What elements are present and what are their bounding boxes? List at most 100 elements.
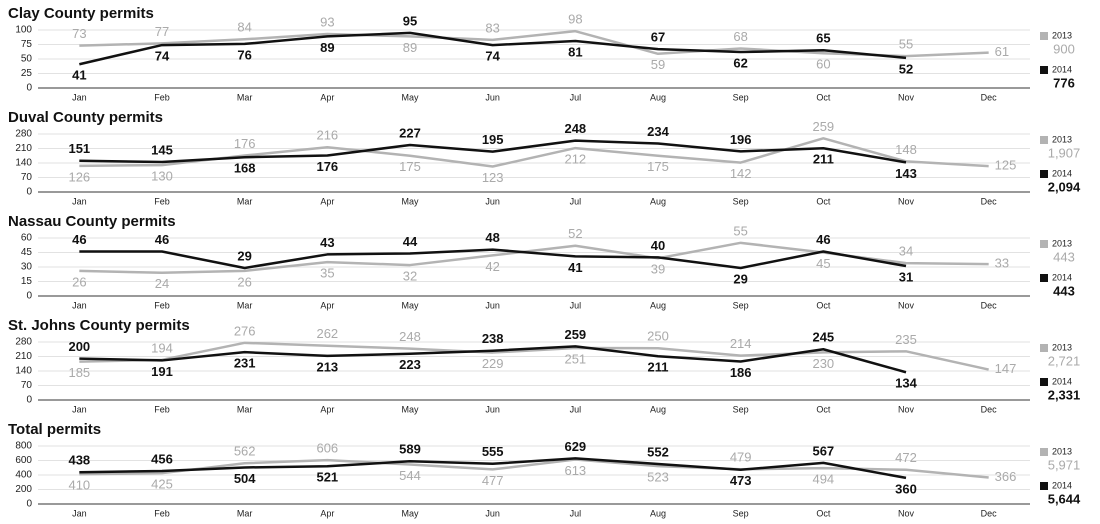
value-label: 200 [68,339,90,354]
value-label: 46 [72,232,86,247]
x-tick-label: Nov [898,196,915,206]
value-label: 84 [237,20,251,35]
x-tick-label: Mar [237,404,253,414]
x-tick-label: Jan [72,300,87,310]
series-line [79,31,907,66]
value-label: 83 [485,20,499,35]
value-label: 191 [151,364,173,379]
value-label: 65 [816,31,830,46]
value-label: 59 [651,57,665,72]
value-label: 89 [320,40,334,55]
legend-label: 2013 [1052,30,1072,40]
value-label: 52 [568,226,582,241]
y-tick-label: 15 [21,276,33,287]
x-tick-label: Jul [570,300,582,310]
x-tick-label: Apr [320,404,334,414]
value-label: 68 [733,29,747,44]
value-label: 196 [730,132,752,147]
value-label: 93 [320,14,334,29]
value-label: 185 [68,365,90,380]
x-tick-label: Nov [898,508,915,518]
x-tick-label: Jun [485,300,500,310]
value-label: 606 [316,441,338,456]
legend-total: 5,644 [1048,491,1081,506]
x-tick-label: Aug [650,404,666,414]
x-tick-label: Jan [72,92,87,102]
x-tick-label: Nov [898,404,915,414]
value-label: 125 [995,158,1017,173]
y-tick-label: 0 [26,83,32,94]
legend-swatch [1040,448,1048,456]
x-tick-label: Feb [154,300,170,310]
value-label: 194 [151,340,173,355]
x-tick-label: Aug [650,508,666,518]
x-tick-label: Jul [570,404,582,414]
value-label: 145 [151,142,173,157]
value-label: 589 [399,442,421,457]
x-tick-label: Dec [981,92,998,102]
x-tick-label: Oct [816,508,831,518]
value-label: 31 [899,269,913,284]
legend-label: 2013 [1052,134,1072,144]
value-label: 76 [237,47,251,62]
value-label: 48 [485,230,499,245]
value-label: 567 [812,443,834,458]
value-label: 360 [895,481,917,496]
x-tick-label: Dec [981,196,998,206]
x-tick-label: Jan [72,508,87,518]
value-label: 238 [482,331,504,346]
series-line [79,457,907,480]
value-label: 438 [68,453,90,468]
value-label: 472 [895,450,917,465]
value-label: 213 [316,359,338,374]
x-tick-label: Sep [733,92,749,102]
y-tick-label: 0 [26,291,32,302]
x-tick-label: Feb [154,92,170,102]
value-label: 44 [403,234,418,249]
value-label: 33 [995,256,1009,271]
value-label: 259 [564,327,586,342]
y-tick-label: 25 [21,68,33,79]
y-tick-label: 0 [26,187,32,198]
x-tick-label: Aug [650,196,666,206]
value-label: 26 [72,274,86,289]
legend-swatch [1040,482,1048,490]
value-label: 62 [733,55,747,70]
value-label: 216 [316,128,338,143]
x-tick-label: Oct [816,404,831,414]
legend-label: 2013 [1052,342,1072,352]
legend-swatch [1040,32,1048,40]
value-label: 259 [812,119,834,134]
x-tick-label: Mar [237,196,253,206]
value-label: 98 [568,12,582,27]
series-line [79,139,907,164]
value-label: 176 [234,136,256,151]
value-label: 46 [816,232,830,247]
value-label: 32 [403,269,417,284]
x-tick-label: Nov [898,92,915,102]
legend-label: 2014 [1052,64,1072,74]
x-tick-label: Mar [237,92,253,102]
x-tick-label: Jun [485,508,500,518]
value-label: 151 [68,141,90,156]
value-label: 147 [995,361,1017,376]
x-tick-label: Jun [485,196,500,206]
value-label: 425 [151,477,173,492]
x-tick-label: Oct [816,92,831,102]
legend-total: 2,331 [1048,387,1081,402]
x-tick-label: Aug [650,300,666,310]
y-tick-label: 100 [15,25,32,36]
value-label: 234 [647,124,669,139]
value-label: 211 [648,360,669,375]
x-tick-label: Feb [154,196,170,206]
value-label: 456 [151,451,173,466]
x-tick-label: Sep [733,300,749,310]
value-label: 555 [482,444,504,459]
value-label: 60 [816,57,830,72]
value-label: 24 [155,276,169,291]
value-label: 67 [651,30,665,45]
value-label: 245 [812,330,834,345]
series-line [79,345,907,374]
value-label: 366 [995,469,1017,484]
